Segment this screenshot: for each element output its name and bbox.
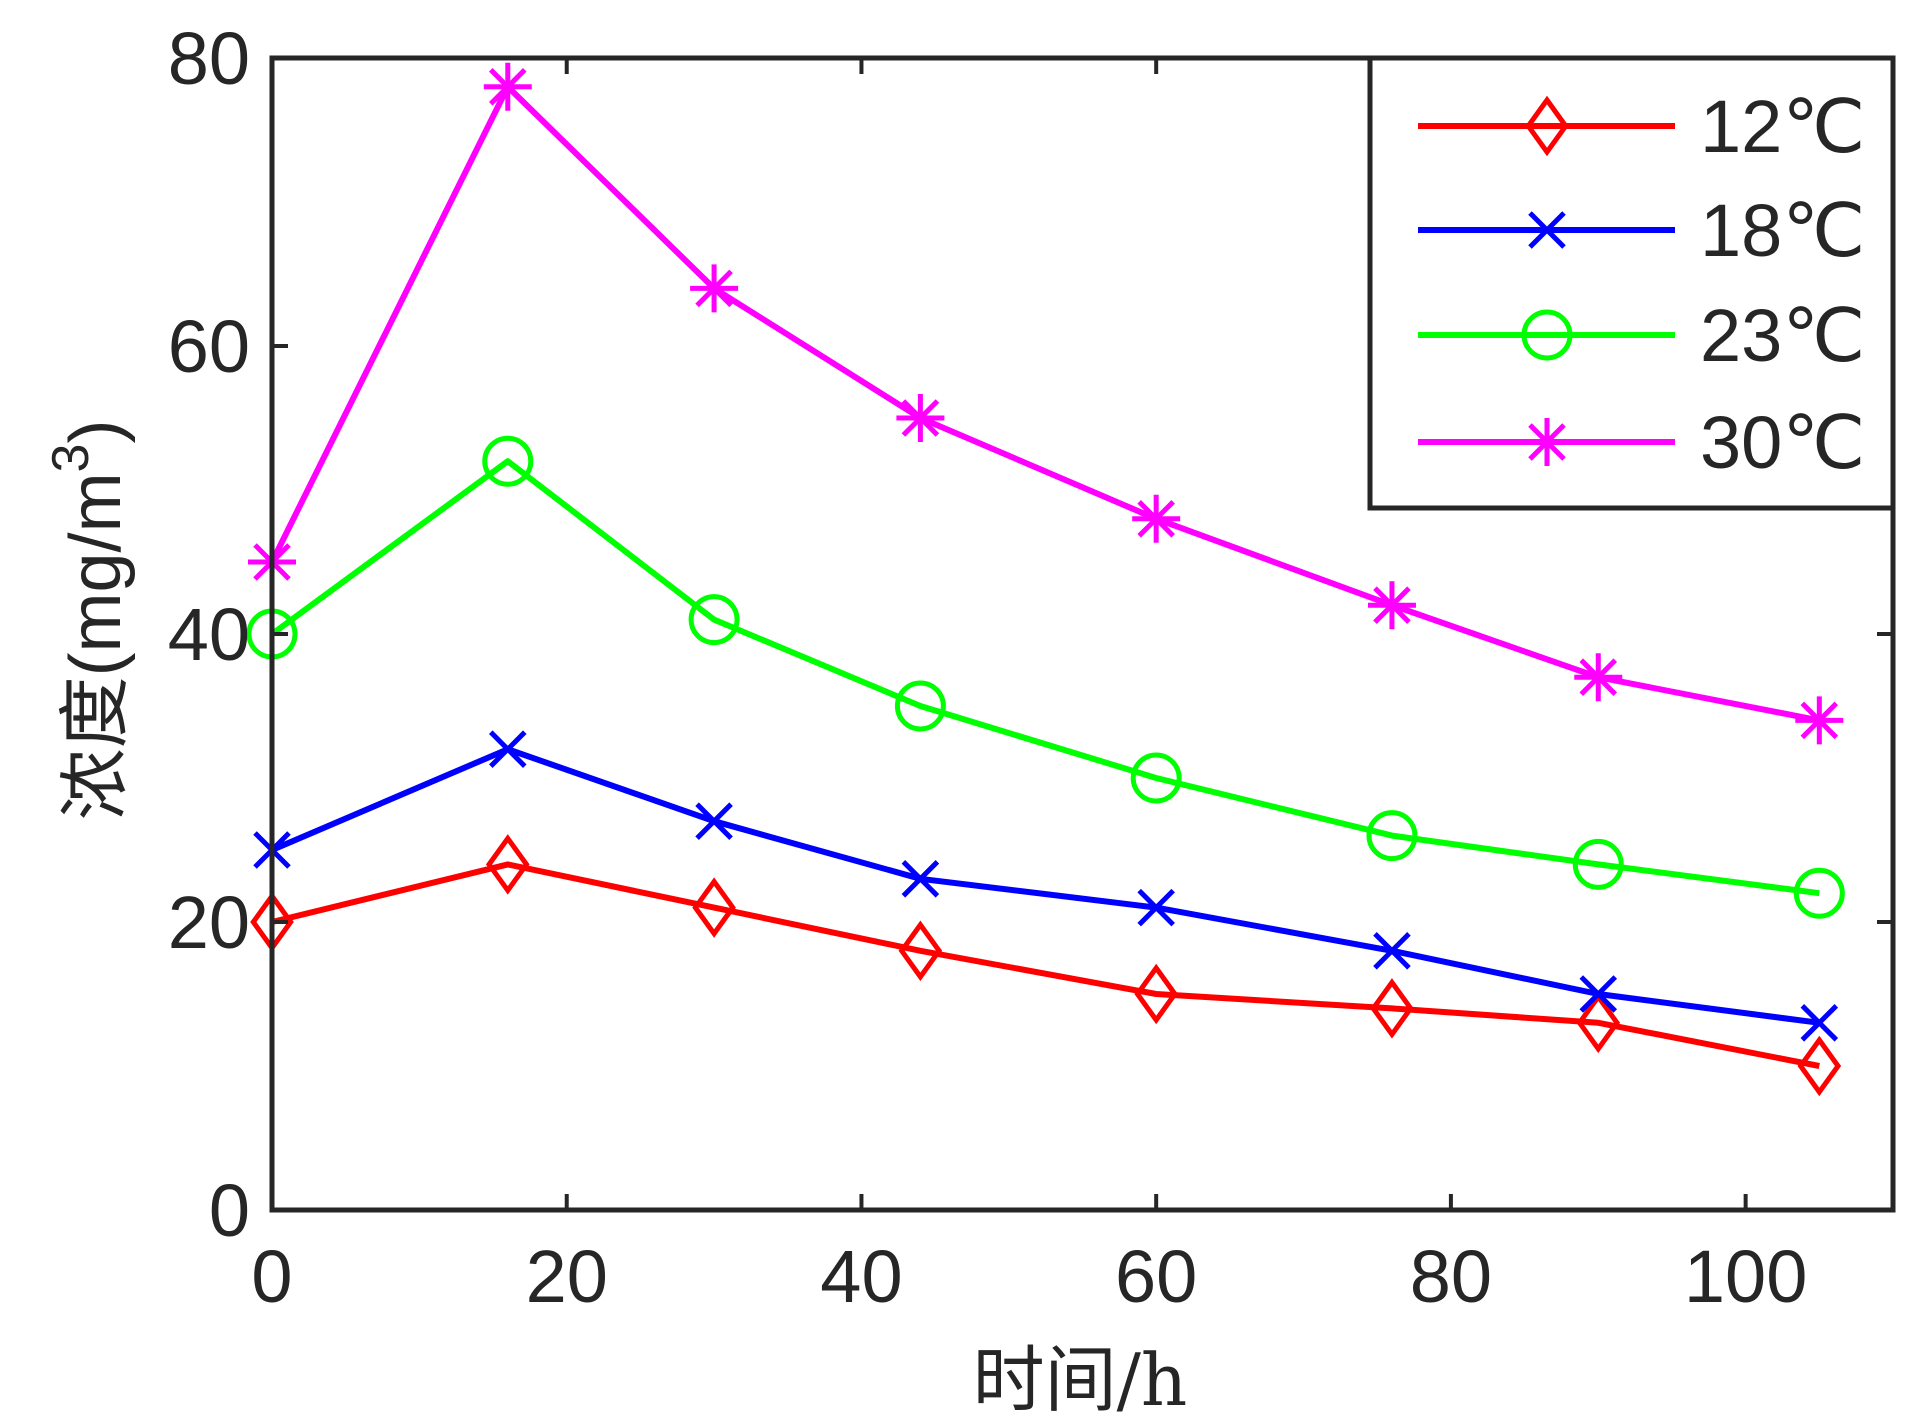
x-tick-label-2: 40 bbox=[820, 1235, 902, 1318]
legend-item-1-label: 18℃ bbox=[1700, 189, 1865, 272]
y-tick-label-2: 40 bbox=[168, 593, 250, 676]
y-tick-label-0: 0 bbox=[209, 1169, 250, 1252]
legend-item-3-marker bbox=[1523, 418, 1571, 466]
y-axis-label: 浓度(mg/m3) bbox=[42, 420, 136, 821]
series-3-point-1 bbox=[484, 63, 532, 111]
legend-item-3-label: 30℃ bbox=[1700, 401, 1865, 484]
series-3-point-5 bbox=[1368, 581, 1416, 629]
series-3-point-2 bbox=[690, 264, 738, 312]
y-tick-label-3: 60 bbox=[168, 305, 250, 388]
x-tick-label-4: 80 bbox=[1410, 1235, 1492, 1318]
legend-item-2-label: 23℃ bbox=[1700, 294, 1865, 377]
series-3-point-3 bbox=[896, 394, 944, 442]
y-tick-label-1: 20 bbox=[168, 881, 250, 964]
x-tick-label-5: 100 bbox=[1684, 1235, 1807, 1318]
y-axis-label-main: 浓度(mg/m bbox=[56, 472, 136, 820]
legend-item-0-label: 12℃ bbox=[1700, 85, 1865, 168]
series-3-point-6 bbox=[1574, 653, 1622, 701]
chart-container: 0 20 40 60 80 100 0 20 40 60 80 时间/h 浓度(mg/m3) 12℃… bbox=[0, 0, 1913, 1413]
y-axis-label-group: 浓度(mg/m3) bbox=[42, 420, 136, 821]
series-3-point-7 bbox=[1795, 696, 1843, 744]
line-chart: 0 20 40 60 80 100 0 20 40 60 80 时间/h 浓度(mg/m3) 12℃… bbox=[0, 0, 1913, 1413]
y-tick-label-4: 80 bbox=[168, 17, 250, 100]
y-axis-label-superscript: 3 bbox=[42, 444, 100, 473]
series-3-point-4 bbox=[1132, 495, 1180, 543]
x-tick-label-0: 0 bbox=[251, 1235, 292, 1318]
y-axis-label-close: ) bbox=[56, 420, 136, 444]
x-tick-label-3: 60 bbox=[1115, 1235, 1197, 1318]
x-tick-label-1: 20 bbox=[526, 1235, 608, 1318]
x-axis-label: 时间/h bbox=[973, 1338, 1188, 1413]
legend: 12℃ 18℃ 23℃ 30℃ bbox=[1370, 58, 1893, 508]
